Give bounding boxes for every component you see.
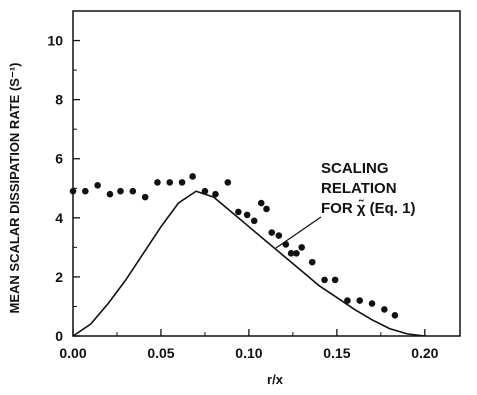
scaling-relation-curve bbox=[72, 190, 425, 337]
x-tick-label: 0.20 bbox=[411, 345, 438, 361]
y-axis-label: MEAN SCALAR DISSIPATION RATE (S⁻¹) bbox=[7, 63, 22, 314]
x-axis-ticks: 0.00 0.05 0.10 0.15 0.20 bbox=[59, 329, 439, 361]
data-point bbox=[189, 173, 196, 180]
data-point bbox=[391, 312, 399, 319]
data-point bbox=[106, 190, 114, 198]
plot-border bbox=[72, 10, 461, 337]
data-point bbox=[321, 276, 328, 284]
data-point bbox=[166, 179, 174, 186]
data-point bbox=[257, 199, 265, 207]
scaling-relation-curve-layer bbox=[72, 190, 425, 337]
data-point bbox=[308, 258, 316, 266]
y-tick-label: 4 bbox=[55, 210, 63, 226]
data-point bbox=[224, 179, 232, 186]
data-point bbox=[212, 190, 219, 198]
data-point bbox=[250, 217, 258, 225]
x-tick-label: 0.10 bbox=[235, 345, 262, 361]
data-point bbox=[129, 187, 137, 195]
annotation-leader-line bbox=[275, 216, 322, 249]
data-point bbox=[201, 187, 209, 195]
data-point bbox=[298, 244, 305, 251]
scaling-relation-annotation: SCALING RELATION FOR χ̃ (Eq. 1) bbox=[275, 160, 415, 249]
data-point bbox=[381, 306, 388, 313]
annotation-line-2: RELATION bbox=[321, 180, 397, 197]
data-point bbox=[368, 300, 376, 307]
data-point bbox=[141, 193, 149, 201]
data-point bbox=[293, 249, 300, 257]
data-point bbox=[82, 187, 89, 195]
data-point bbox=[235, 208, 242, 216]
y-tick-label: 2 bbox=[55, 269, 63, 285]
data-point bbox=[117, 187, 124, 195]
data-point bbox=[178, 179, 186, 186]
x-tick-label: 0.15 bbox=[323, 345, 350, 361]
data-point bbox=[275, 232, 283, 239]
y-tick-label: 0 bbox=[55, 328, 63, 344]
data-point bbox=[69, 187, 77, 195]
y-tick-label: 10 bbox=[47, 33, 63, 49]
data-points-layer bbox=[69, 173, 399, 319]
x-axis-label: r/x bbox=[267, 372, 284, 387]
data-point bbox=[331, 276, 339, 284]
x-tick-label: 0.05 bbox=[147, 345, 174, 361]
data-point bbox=[243, 211, 251, 219]
annotation-line-1: SCALING bbox=[321, 160, 389, 177]
y-axis-ticks: 0 2 4 6 8 10 bbox=[47, 33, 80, 344]
data-point bbox=[268, 229, 276, 236]
plot-frame bbox=[72, 10, 461, 337]
y-tick-label: 8 bbox=[55, 92, 63, 108]
data-point bbox=[263, 205, 270, 213]
data-point bbox=[356, 297, 364, 304]
annotation-line-3: FOR χ̃ (Eq. 1) bbox=[321, 199, 415, 217]
data-point bbox=[94, 182, 101, 189]
data-point bbox=[287, 249, 295, 257]
y-tick-label: 6 bbox=[55, 151, 63, 167]
data-point bbox=[344, 297, 351, 304]
data-point bbox=[154, 179, 161, 186]
x-tick-label: 0.00 bbox=[59, 345, 86, 361]
